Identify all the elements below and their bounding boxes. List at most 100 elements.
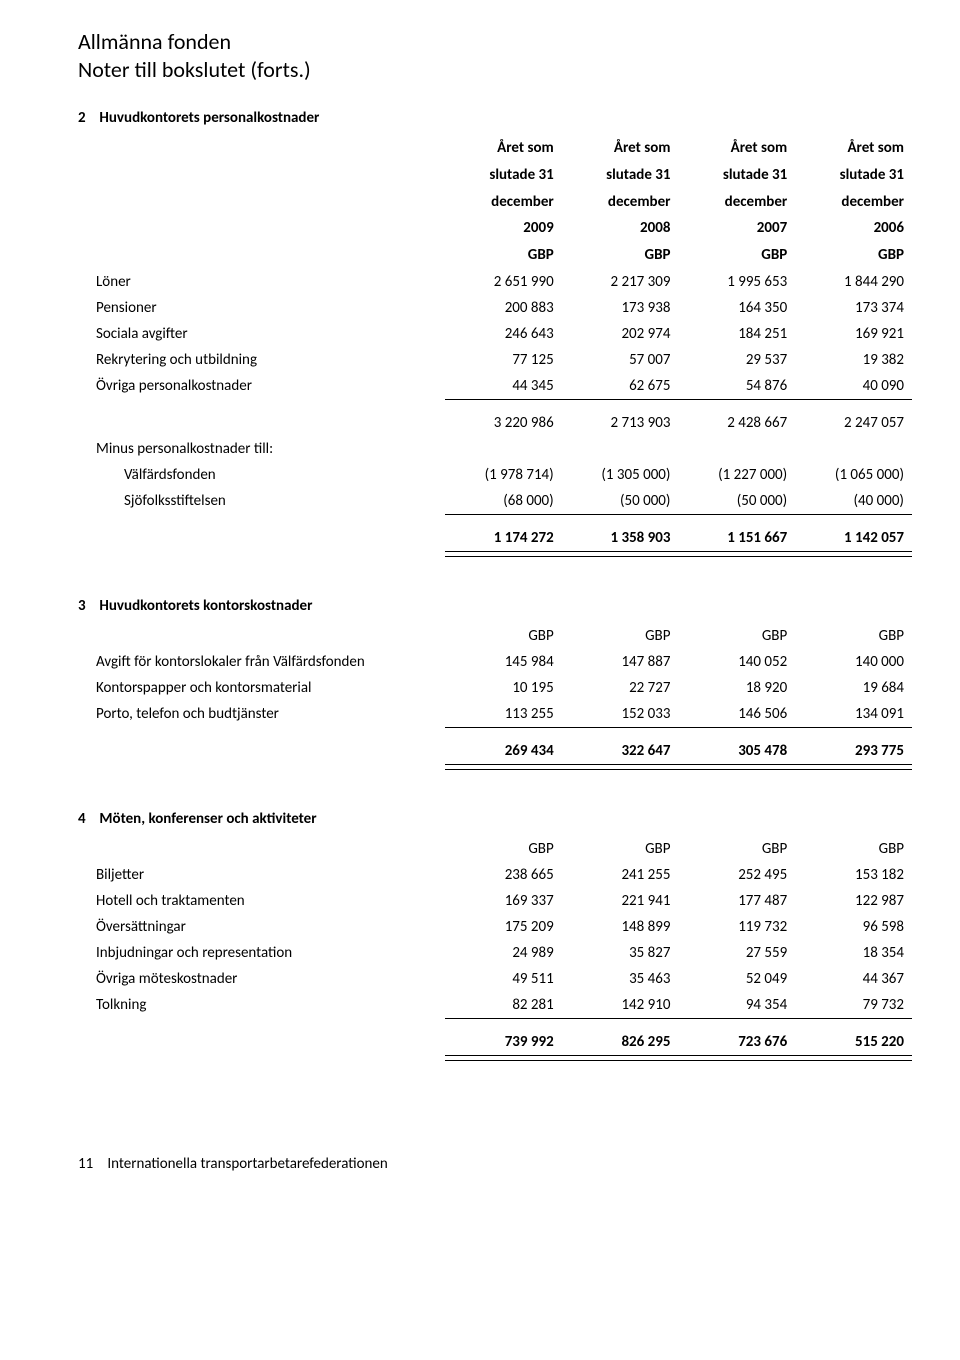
total-value: 739 992: [445, 1029, 562, 1056]
row-label: Löner: [78, 269, 445, 295]
note3-title: Huvudkontorets kontorskostnader: [99, 597, 312, 615]
row-value: (1 065 000): [795, 462, 912, 488]
total-value: 826 295: [562, 1029, 679, 1056]
row-value: 147 887: [562, 649, 679, 675]
row-value: 113 255: [445, 701, 562, 728]
unit: GBP: [562, 836, 679, 862]
row-value: 1 844 290: [795, 269, 912, 295]
unit-row: GBPGBPGBPGBP: [78, 836, 912, 862]
note2-number: 2: [78, 109, 96, 127]
row-label: Tolkning: [78, 992, 445, 1019]
row-label: Sjöfolksstiftelsen: [78, 488, 445, 515]
total-value: 723 676: [678, 1029, 795, 1056]
colhead-year-2: 2007: [678, 215, 795, 242]
unit: GBP: [795, 623, 912, 649]
colhead-unit-0: GBP: [445, 242, 562, 269]
table-row: Biljetter238 665241 255252 495153 182: [78, 862, 912, 888]
row-value: (50 000): [562, 488, 679, 515]
unit: GBP: [445, 623, 562, 649]
rule: [562, 769, 679, 774]
note4-heading: 4 Möten, konferenser och aktiviteter: [78, 810, 912, 828]
colhead-unit-3: GBP: [795, 242, 912, 269]
total-value: 322 647: [562, 738, 679, 765]
total-row: 269 434322 647305 478293 775: [78, 738, 912, 765]
row-label: Välfärdsfonden: [78, 462, 445, 488]
: [78, 623, 445, 649]
note4-title: Möten, konferenser och aktiviteter: [99, 810, 316, 828]
row-value: (40 000): [795, 488, 912, 515]
row-value: 24 989: [445, 940, 562, 966]
row-value: 2 713 903: [562, 410, 679, 436]
row-value: 79 732: [795, 992, 912, 1019]
row-label: Sociala avgifter: [78, 321, 445, 347]
rule: [445, 1060, 562, 1065]
total-row: 739 992826 295723 676515 220: [78, 1029, 912, 1056]
row-value: 19 382: [795, 347, 912, 373]
table-row: Sociala avgifter246 643202 974184 251169…: [78, 321, 912, 347]
note3-heading: 3 Huvudkontorets kontorskostnader: [78, 597, 912, 615]
row-value: 202 974: [562, 321, 679, 347]
colhead-year-1: 2008: [562, 215, 679, 242]
unit: GBP: [445, 836, 562, 862]
row-label: Pensioner: [78, 295, 445, 321]
row-value: 94 354: [678, 992, 795, 1019]
row-label: [78, 410, 445, 436]
row-value: 221 941: [562, 888, 679, 914]
row-value: 175 209: [445, 914, 562, 940]
row-value: 177 487: [678, 888, 795, 914]
table-row: Sjöfolksstiftelsen(68 000)(50 000)(50 00…: [78, 488, 912, 515]
table-row: Hotell och traktamenten169 337221 941177…: [78, 888, 912, 914]
row-value: 29 537: [678, 347, 795, 373]
row-value: 140 052: [678, 649, 795, 675]
colhead-mid-3: slutade 31: [795, 162, 912, 189]
note3-table: GBPGBPGBPGBPAvgift för kontorslokaler fr…: [78, 623, 912, 774]
row-value: (68 000): [445, 488, 562, 515]
note2-table: Året som Året som Året som Året som slut…: [78, 135, 912, 561]
row-value: 77 125: [445, 347, 562, 373]
colhead-mid-0: slutade 31: [445, 162, 562, 189]
row-value: 134 091: [795, 701, 912, 728]
row-value: (1 227 000): [678, 462, 795, 488]
row-value: 238 665: [445, 862, 562, 888]
row-value: 173 374: [795, 295, 912, 321]
unit: GBP: [678, 836, 795, 862]
: [445, 436, 562, 462]
rule: [795, 1060, 912, 1065]
colhead-year-0: 2009: [445, 215, 562, 242]
page-title-line1: Allmänna fonden: [78, 28, 912, 56]
colhead-prefix-2: Året som: [678, 135, 795, 162]
note2-title: Huvudkontorets personalkostnader: [99, 109, 319, 127]
row-label: [78, 1029, 445, 1056]
row-label: [78, 738, 445, 765]
row-value: 10 195: [445, 675, 562, 701]
row-label: Övriga möteskostnader: [78, 966, 445, 992]
colhead-year-3: 2006: [795, 215, 912, 242]
table-row: Välfärdsfonden(1 978 714)(1 305 000)(1 2…: [78, 462, 912, 488]
row-value: 241 255: [562, 862, 679, 888]
row-value: 2 651 990: [445, 269, 562, 295]
note4-number: 4: [78, 810, 96, 828]
: [562, 436, 679, 462]
row-value: 52 049: [678, 966, 795, 992]
table-row: Översättningar175 209148 899119 73296 59…: [78, 914, 912, 940]
minus-header-row: Minus personalkostnader till:: [78, 436, 912, 462]
colhead-mid-1: slutade 31: [562, 162, 679, 189]
total-value: 269 434: [445, 738, 562, 765]
total-row: 1 174 2721 358 9031 151 6671 142 057: [78, 525, 912, 552]
row-value: 2 247 057: [795, 410, 912, 436]
row-value: 96 598: [795, 914, 912, 940]
total-value: 1 174 272: [445, 525, 562, 552]
row-value: 2 428 667: [678, 410, 795, 436]
table-row: Rekrytering och utbildning77 12557 00729…: [78, 347, 912, 373]
row-value: 169 921: [795, 321, 912, 347]
: [795, 436, 912, 462]
row-value: 142 910: [562, 992, 679, 1019]
row-value: 148 899: [562, 914, 679, 940]
: [78, 836, 445, 862]
page-footer: 11 Internationella transportarbetarefede…: [78, 1155, 912, 1173]
row-value: 49 511: [445, 966, 562, 992]
row-value: 184 251: [678, 321, 795, 347]
row-value: 27 559: [678, 940, 795, 966]
: [678, 436, 795, 462]
minus-header: Minus personalkostnader till:: [78, 436, 445, 462]
